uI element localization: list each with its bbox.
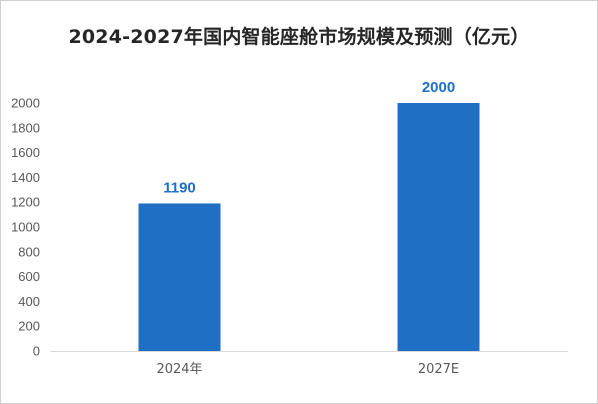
bar: [138, 203, 221, 351]
y-tick-label: 800: [18, 244, 40, 259]
bar-series: [138, 103, 480, 351]
y-tick-label: 1200: [11, 195, 40, 210]
y-tick-label: 2000: [11, 96, 40, 111]
y-tick-label: 0: [33, 344, 40, 359]
y-tick-label: 1400: [11, 170, 40, 185]
y-tick-label: 1600: [11, 145, 40, 160]
y-tick-label: 400: [18, 294, 40, 309]
x-category-label: 2024年: [156, 362, 202, 377]
y-axis-ticks: 0 200 400 600 800 1000 1200 1400 1600 1800 2000: [11, 96, 40, 359]
bar-value-label: 2000: [422, 79, 455, 96]
y-tick-label: 200: [18, 319, 40, 334]
bar-value-label: 1190: [163, 179, 196, 196]
y-tick-label: 1000: [11, 220, 40, 235]
category-labels: 2024年 2027E: [156, 362, 459, 377]
x-category-label: 2027E: [418, 362, 459, 377]
y-tick-label: 600: [18, 269, 40, 284]
data-labels: 1190 2000: [163, 79, 455, 196]
chart-title: 2024-2027年国内智能座舱市场规模及预测（亿元）: [68, 26, 530, 48]
bar: [397, 103, 480, 351]
y-tick-label: 1800: [11, 120, 40, 135]
